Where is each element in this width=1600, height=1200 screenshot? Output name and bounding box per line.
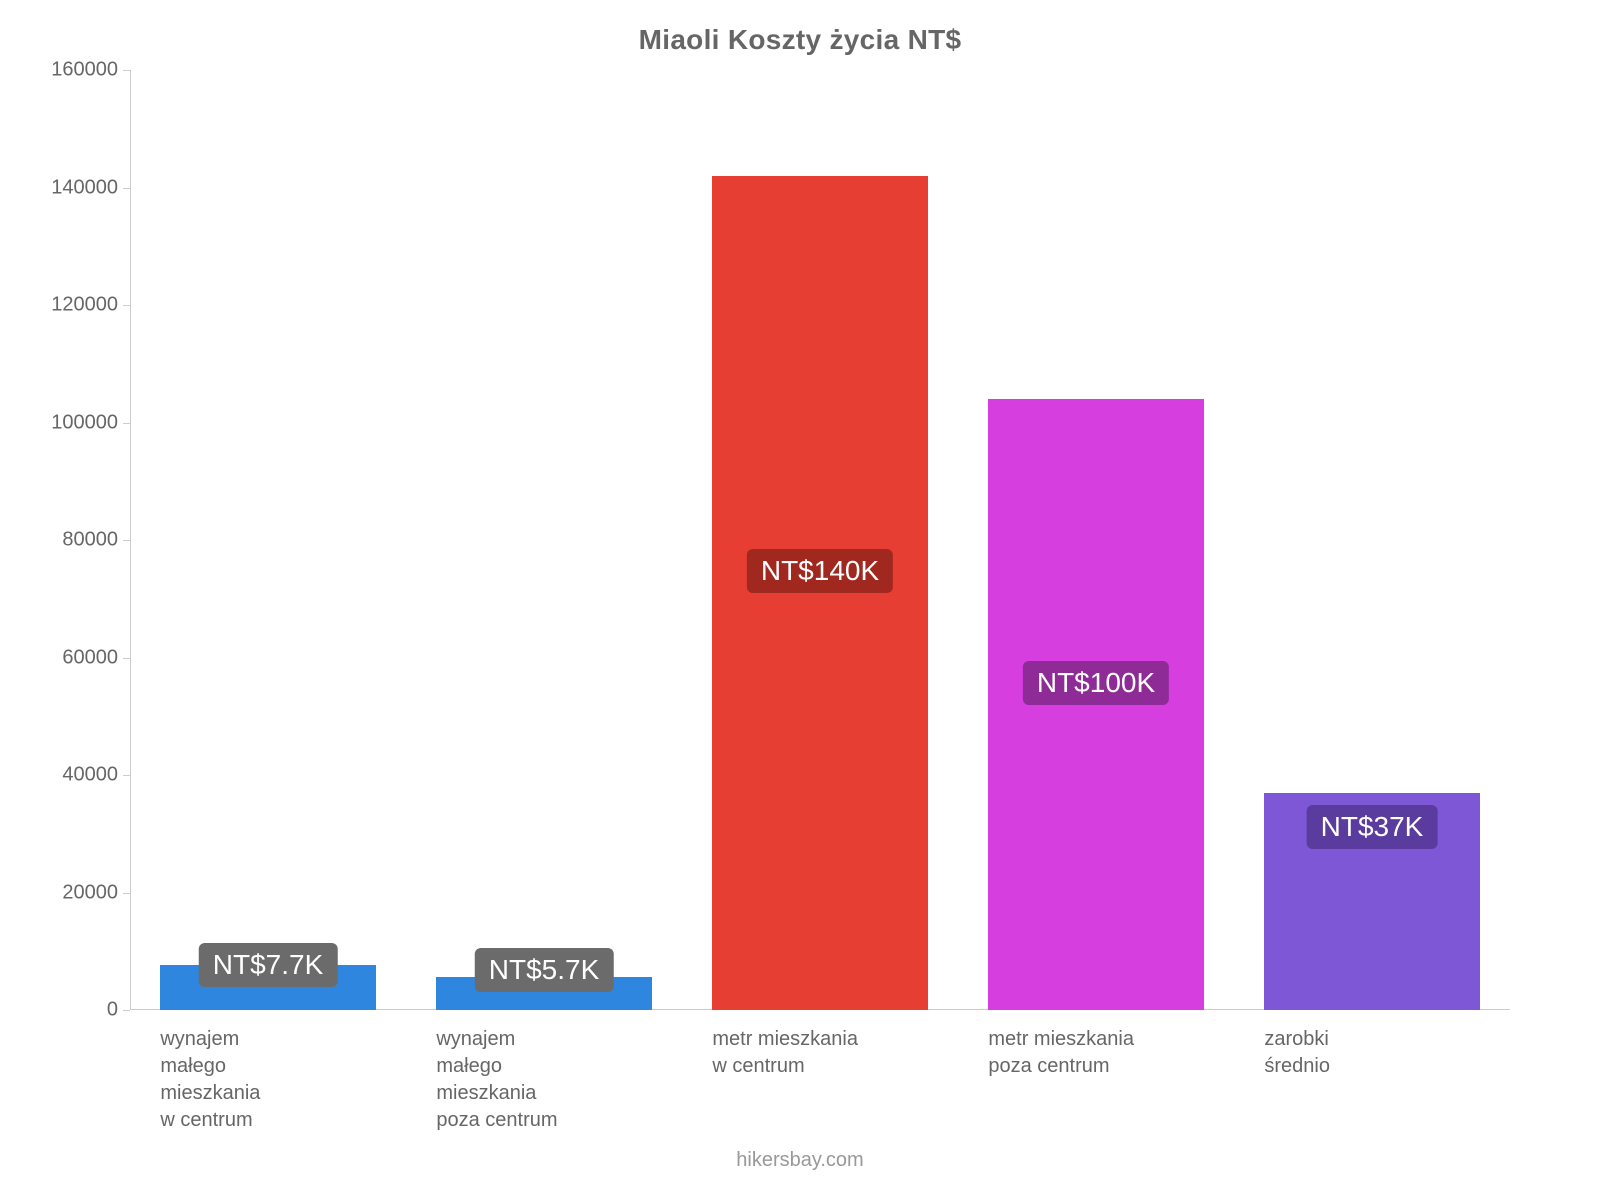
category-label: metr mieszkania poza centrum [988, 1010, 1203, 1080]
y-tick-label: 60000 [62, 646, 130, 669]
y-tick-label: 100000 [51, 411, 130, 434]
bar [712, 176, 927, 1010]
category-label: wynajem małego mieszkania poza centrum [436, 1010, 651, 1134]
bar-slot: NT$7.7Kwynajem małego mieszkania w centr… [130, 70, 406, 1010]
y-tick-label: 0 [107, 999, 130, 1022]
value-label: NT$5.7K [475, 948, 614, 992]
bar-slot: NT$5.7Kwynajem małego mieszkania poza ce… [406, 70, 682, 1010]
chart-container: Miaoli Koszty życia NT$ NT$7.7Kwynajem m… [0, 0, 1600, 1200]
footer-credit: hikersbay.com [0, 1149, 1600, 1172]
value-label: NT$100K [1023, 661, 1169, 705]
bar-slot: NT$140Kmetr mieszkania w centrum [682, 70, 958, 1010]
y-tick-label: 140000 [51, 176, 130, 199]
y-tick-label: 20000 [62, 881, 130, 904]
value-label: NT$37K [1307, 805, 1438, 849]
y-tick-label: 40000 [62, 764, 130, 787]
category-label: zarobki średnio [1264, 1010, 1479, 1080]
y-tick-label: 160000 [51, 59, 130, 82]
category-label: metr mieszkania w centrum [712, 1010, 927, 1080]
y-tick-label: 80000 [62, 529, 130, 552]
category-label: wynajem małego mieszkania w centrum [160, 1010, 375, 1134]
chart-title: Miaoli Koszty życia NT$ [0, 24, 1600, 56]
bar-slot: NT$100Kmetr mieszkania poza centrum [958, 70, 1234, 1010]
bar [988, 399, 1203, 1010]
value-label: NT$7.7K [199, 943, 338, 987]
y-tick-label: 120000 [51, 294, 130, 317]
plot-area: NT$7.7Kwynajem małego mieszkania w centr… [130, 70, 1510, 1010]
bars-layer: NT$7.7Kwynajem małego mieszkania w centr… [130, 70, 1510, 1010]
value-label: NT$140K [747, 549, 893, 593]
bar-slot: NT$37Kzarobki średnio [1234, 70, 1510, 1010]
